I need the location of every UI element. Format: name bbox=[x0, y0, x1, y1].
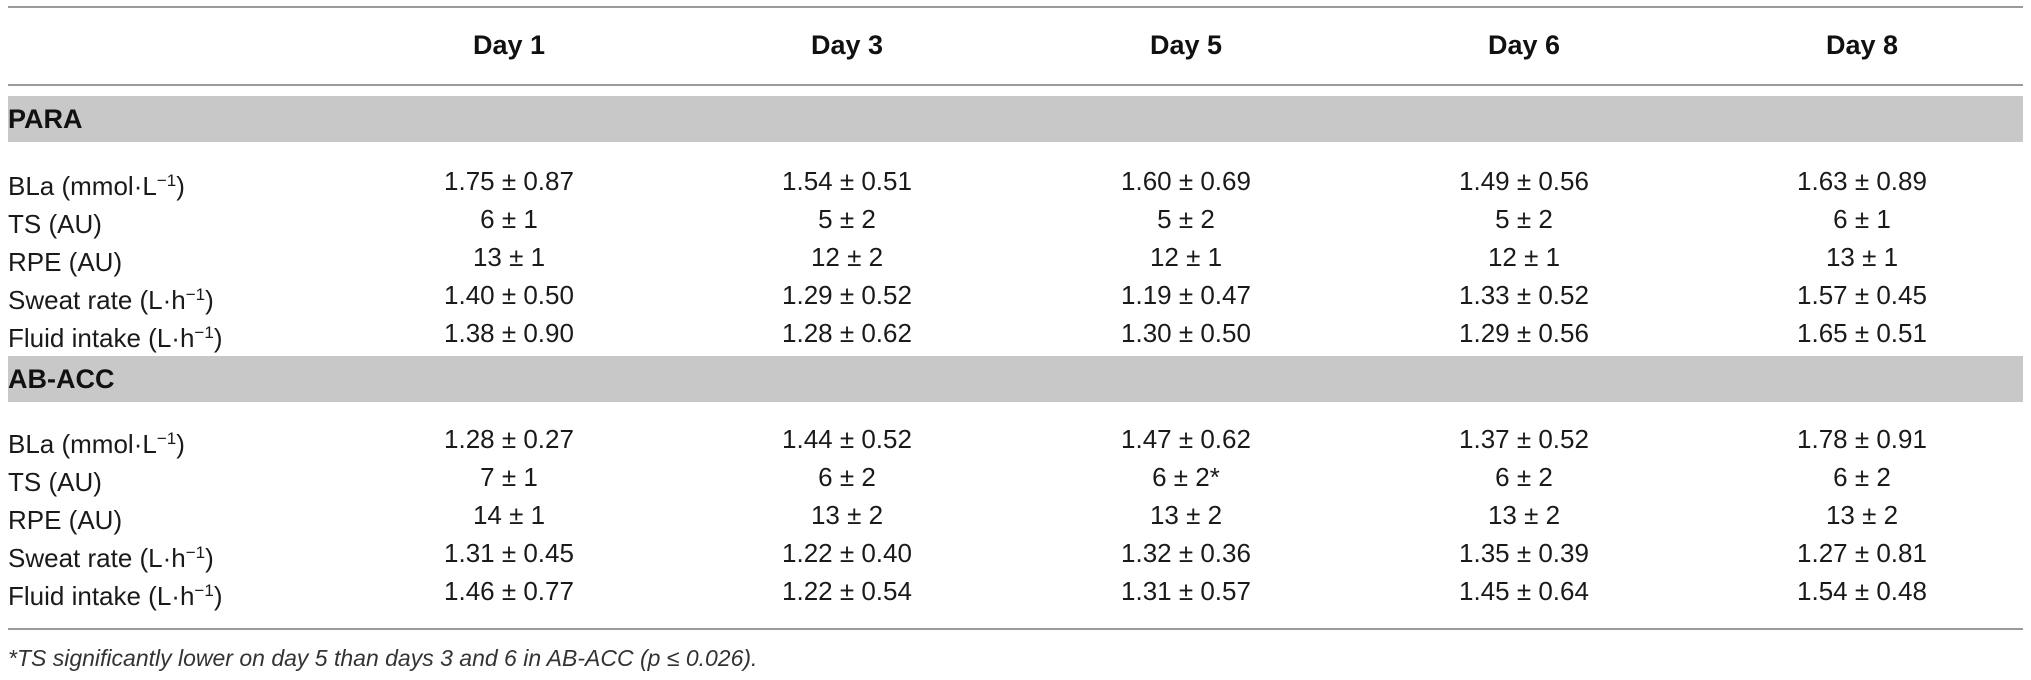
table-cell: 1.31 ± 0.45 bbox=[444, 538, 574, 568]
table-row: BLa (mmol·L−1) 1.75 ± 0.87 1.54 ± 0.51 1… bbox=[0, 162, 2031, 201]
table-cell: 1.57 ± 0.45 bbox=[1797, 280, 1927, 310]
table-cell: 12 ± 1 bbox=[1149, 242, 1223, 272]
table-cell: 6 ± 2 bbox=[1833, 462, 1891, 492]
table-cell: 1.22 ± 0.40 bbox=[782, 538, 912, 568]
table-cell: 13 ± 2 bbox=[1149, 500, 1223, 530]
table-row: TS (AU) 6 ± 1 5 ± 2 5 ± 2 5 ± 2 6 ± 1 bbox=[0, 200, 2031, 239]
header-rule bbox=[8, 84, 2023, 86]
group-title-ab-acc: AB-ACC bbox=[8, 364, 115, 394]
group-band-para: PARA bbox=[8, 96, 2023, 142]
row-label: Sweat rate (L·h−1) bbox=[8, 285, 214, 315]
row-label: RPE (AU) bbox=[8, 247, 123, 277]
row-label: Sweat rate (L·h−1) bbox=[8, 543, 214, 573]
table-row: RPE (AU) 13 ± 1 12 ± 2 12 ± 1 12 ± 1 13 … bbox=[0, 238, 2031, 277]
table-cell: 1.54 ± 0.48 bbox=[1797, 576, 1927, 606]
table-cell: 1.38 ± 0.90 bbox=[444, 318, 574, 348]
table-cell: 14 ± 1 bbox=[472, 500, 546, 530]
table-cell: 12 ± 1 bbox=[1487, 242, 1561, 272]
table-footnote: *TS significantly lower on day 5 than da… bbox=[8, 645, 758, 671]
row-label: BLa (mmol·L−1) bbox=[8, 429, 185, 459]
table-cell: 1.45 ± 0.64 bbox=[1459, 576, 1589, 606]
table-cell: 1.33 ± 0.52 bbox=[1459, 280, 1589, 310]
table-cell: 5 ± 2 bbox=[818, 204, 876, 234]
table-cell: 13 ± 1 bbox=[472, 242, 546, 272]
table-cell: 6 ± 2 bbox=[1495, 462, 1553, 492]
table-cell: 7 ± 1 bbox=[480, 462, 538, 492]
row-label: BLa (mmol·L−1) bbox=[8, 171, 185, 201]
table-cell: 1.35 ± 0.39 bbox=[1459, 538, 1589, 568]
table-cell: 1.60 ± 0.69 bbox=[1121, 166, 1251, 196]
table-row: Sweat rate (L·h−1) 1.31 ± 0.45 1.22 ± 0.… bbox=[0, 534, 2031, 573]
table-row: RPE (AU) 14 ± 1 13 ± 2 13 ± 2 13 ± 2 13 … bbox=[0, 496, 2031, 535]
column-header-day-6: Day 6 bbox=[1487, 30, 1561, 60]
table-cell: 1.28 ± 0.27 bbox=[444, 424, 574, 454]
table-row: TS (AU) 7 ± 1 6 ± 2 6 ± 2* 6 ± 2 6 ± 2 bbox=[0, 458, 2031, 497]
table-cell: 1.37 ± 0.52 bbox=[1459, 424, 1589, 454]
group-title-para: PARA bbox=[8, 104, 83, 134]
table-cell: 1.47 ± 0.62 bbox=[1121, 424, 1251, 454]
table-cell: 1.63 ± 0.89 bbox=[1797, 166, 1927, 196]
table-row: Fluid intake (L·h−1) 1.38 ± 0.90 1.28 ± … bbox=[0, 314, 2031, 353]
column-header-day-3: Day 3 bbox=[810, 30, 884, 60]
group-band-ab-acc: AB-ACC bbox=[8, 356, 2023, 402]
row-label: TS (AU) bbox=[8, 467, 102, 497]
table-cell: 1.40 ± 0.50 bbox=[444, 280, 574, 310]
table-top-rule bbox=[8, 6, 2023, 8]
table-cell: 6 ± 1 bbox=[1833, 204, 1891, 234]
table-cell: 1.75 ± 0.87 bbox=[444, 166, 574, 196]
table-cell: 1.29 ± 0.52 bbox=[782, 280, 912, 310]
table-cell: 13 ± 1 bbox=[1825, 242, 1899, 272]
table-cell: 5 ± 2 bbox=[1157, 204, 1215, 234]
table-cell: 1.19 ± 0.47 bbox=[1121, 280, 1251, 310]
table-cell: 1.78 ± 0.91 bbox=[1797, 424, 1927, 454]
column-header-day-5: Day 5 bbox=[1149, 30, 1223, 60]
table-cell: 1.28 ± 0.62 bbox=[782, 318, 912, 348]
table-row: Fluid intake (L·h−1) 1.46 ± 0.77 1.22 ± … bbox=[0, 572, 2031, 611]
table-bottom-rule bbox=[8, 628, 2023, 630]
table-cell: 1.46 ± 0.77 bbox=[444, 576, 574, 606]
table-cell: 6 ± 1 bbox=[480, 204, 538, 234]
table-cell: 13 ± 2 bbox=[810, 500, 884, 530]
table-cell: 1.22 ± 0.54 bbox=[782, 576, 912, 606]
table-cell: 1.65 ± 0.51 bbox=[1797, 318, 1927, 348]
table-cell: 1.31 ± 0.57 bbox=[1121, 576, 1251, 606]
table-cell: 1.54 ± 0.51 bbox=[782, 166, 912, 196]
column-header-day-1: Day 1 bbox=[472, 30, 546, 60]
table-cell: 1.49 ± 0.56 bbox=[1459, 166, 1589, 196]
row-label: RPE (AU) bbox=[8, 505, 123, 535]
table-cell: 13 ± 2 bbox=[1487, 500, 1561, 530]
row-label: Fluid intake (L·h−1) bbox=[8, 323, 223, 353]
column-header-day-8: Day 8 bbox=[1825, 30, 1899, 60]
table-cell: 1.27 ± 0.81 bbox=[1797, 538, 1927, 568]
table-cell: 5 ± 2 bbox=[1495, 204, 1553, 234]
table-cell: 12 ± 2 bbox=[810, 242, 884, 272]
table-cell: 13 ± 2 bbox=[1825, 500, 1899, 530]
table-cell: 1.44 ± 0.52 bbox=[782, 424, 912, 454]
table-cell: 1.32 ± 0.36 bbox=[1121, 538, 1251, 568]
table-row: BLa (mmol·L−1) 1.28 ± 0.27 1.44 ± 0.52 1… bbox=[0, 420, 2031, 459]
table-cell: 6 ± 2 bbox=[818, 462, 876, 492]
table-cell: 6 ± 2* bbox=[1152, 462, 1220, 492]
row-label: Fluid intake (L·h−1) bbox=[8, 581, 223, 611]
table-cell: 1.29 ± 0.56 bbox=[1459, 318, 1589, 348]
table-row: Sweat rate (L·h−1) 1.40 ± 0.50 1.29 ± 0.… bbox=[0, 276, 2031, 315]
row-label: TS (AU) bbox=[8, 209, 102, 239]
table-cell: 1.30 ± 0.50 bbox=[1121, 318, 1251, 348]
